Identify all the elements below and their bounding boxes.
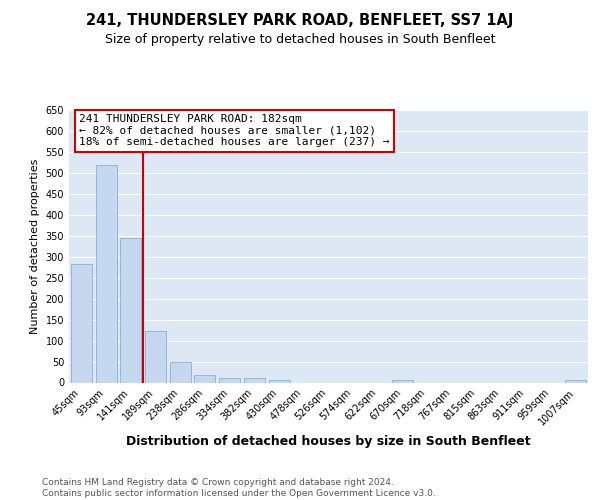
Text: 241, THUNDERSLEY PARK ROAD, BENFLEET, SS7 1AJ: 241, THUNDERSLEY PARK ROAD, BENFLEET, SS…: [86, 12, 514, 28]
Bar: [170, 362, 191, 382]
Bar: [269, 380, 290, 382]
Text: 241 THUNDERSLEY PARK ROAD: 182sqm
← 82% of detached houses are smaller (1,102)
1: 241 THUNDERSLEY PARK ROAD: 182sqm ← 82% …: [79, 114, 390, 148]
Bar: [392, 380, 413, 382]
Bar: [120, 238, 141, 382]
Bar: [71, 264, 92, 382]
Y-axis label: Number of detached properties: Number of detached properties: [30, 158, 40, 334]
X-axis label: Distribution of detached houses by size in South Benfleet: Distribution of detached houses by size …: [126, 435, 531, 448]
Text: Size of property relative to detached houses in South Benfleet: Size of property relative to detached ho…: [105, 32, 495, 46]
Bar: [95, 164, 116, 382]
Bar: [219, 378, 240, 382]
Bar: [145, 332, 166, 382]
Bar: [194, 376, 215, 382]
Bar: [244, 378, 265, 382]
Text: Contains HM Land Registry data © Crown copyright and database right 2024.
Contai: Contains HM Land Registry data © Crown c…: [42, 478, 436, 498]
Bar: [565, 380, 586, 382]
